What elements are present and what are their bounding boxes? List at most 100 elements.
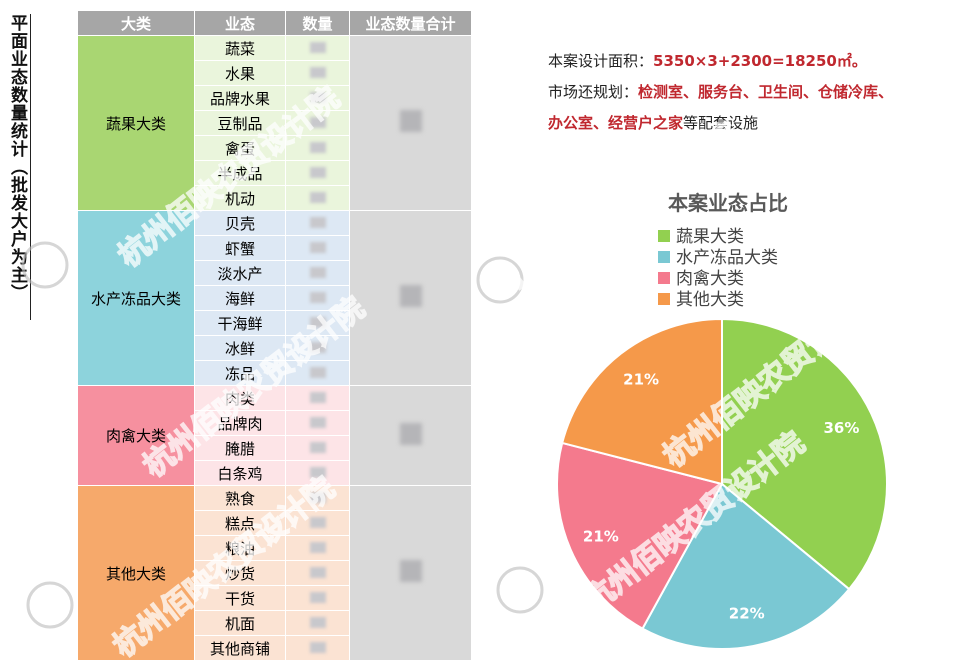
slice-label: 36% [823, 419, 859, 437]
table-row: 半成品 [78, 160, 472, 186]
table-row: 机动 [78, 185, 472, 211]
item-cell: 白条鸡 [194, 460, 286, 486]
table-row: 干海鲜 [78, 310, 472, 336]
table-row: 粮油 [78, 535, 472, 561]
blurred-value [309, 192, 326, 203]
legend-label: 肉禽大类 [676, 269, 744, 289]
blurred-value [309, 392, 326, 403]
item-cell: 禽蛋 [194, 135, 286, 161]
count-cell [285, 560, 350, 586]
table-row: 干货 [78, 585, 472, 611]
blurred-value [309, 142, 326, 153]
item-cell: 半成品 [194, 160, 286, 186]
count-cell [285, 360, 350, 386]
count-cell [285, 435, 350, 461]
note-text: 等配套设施 [683, 114, 759, 132]
blurred-value [309, 417, 326, 428]
item-cell: 干海鲜 [194, 310, 286, 336]
table-row: 炒货 [78, 560, 472, 586]
count-cell [285, 235, 350, 261]
blurred-value [309, 367, 326, 378]
item-cell: 粮油 [194, 535, 286, 561]
table-row: 淡水产 [78, 260, 472, 286]
legend-label: 蔬果大类 [676, 227, 744, 247]
legend-swatch [658, 272, 670, 284]
blurred-value [309, 292, 326, 303]
pie-slice [721, 317, 888, 591]
header-cell: 大类 [77, 10, 195, 36]
table-row: 肉禽大类 肉类 [77, 385, 472, 486]
note-line: 办公室、经营户之家等配套设施 [548, 108, 893, 139]
count-cell [285, 85, 350, 111]
pie-slice [641, 482, 851, 650]
blurred-value [309, 467, 326, 478]
blurred-value [309, 317, 326, 328]
item-cell: 肉类 [194, 385, 286, 411]
blurred-value [309, 342, 326, 353]
legend-label: 水产冻品大类 [676, 248, 778, 268]
blurred-value [399, 560, 422, 582]
table-row: 水产冻品大类 贝壳 [77, 210, 472, 386]
slice-label: 22% [729, 605, 765, 623]
total-cell [349, 210, 472, 386]
count-cell [285, 60, 350, 86]
count-cell [285, 35, 350, 61]
blurred-value [309, 517, 326, 528]
note-text: 本案设计面积： [548, 52, 654, 70]
blurred-value [309, 442, 326, 453]
notes: 本案设计面积：5350×3+2300=18250㎡。 市场还规划：检测室、服务台… [548, 46, 893, 139]
count-cell [285, 160, 350, 186]
blurred-value [309, 42, 326, 53]
blurred-value [309, 542, 326, 553]
count-cell [285, 460, 350, 486]
side-title: 平面业态数量统计（批发大户为主） [4, 14, 31, 320]
item-cell: 豆制品 [194, 110, 286, 136]
total-cell [349, 35, 472, 211]
chart-title: 本案业态占比 [668, 191, 788, 215]
blurred-value [309, 92, 326, 103]
item-cell: 干货 [194, 585, 286, 611]
item-cell: 机面 [194, 610, 286, 636]
blurred-value [309, 117, 326, 128]
count-cell [285, 310, 350, 336]
count-cell [285, 535, 350, 561]
note-line: 市场还规划：检测室、服务台、卫生间、仓储冷库、 [548, 77, 893, 108]
count-cell [285, 210, 350, 236]
legend-swatch [658, 251, 670, 263]
item-cell: 炒货 [194, 560, 286, 586]
count-cell [285, 510, 350, 536]
note-text: 市场还规划： [548, 83, 639, 101]
count-cell [285, 285, 350, 311]
count-cell [285, 260, 350, 286]
table-row: 机面 [78, 610, 472, 636]
category-cell: 其他大类 [77, 485, 195, 661]
count-cell [285, 385, 350, 411]
item-cell: 机动 [194, 185, 286, 211]
item-cell: 其他商铺 [194, 635, 286, 661]
count-cell [285, 110, 350, 136]
table-row: 海鲜 [78, 285, 472, 311]
item-cell: 虾蟹 [194, 235, 286, 261]
table-row: 冰鲜 [78, 335, 472, 361]
item-cell: 腌腊 [194, 435, 286, 461]
total-cell [349, 485, 472, 661]
legend-swatch [658, 230, 670, 242]
legend-swatch [658, 293, 670, 305]
table-row: 品牌水果 [78, 85, 472, 111]
note-line: 本案设计面积：5350×3+2300=18250㎡。 [548, 46, 893, 77]
count-cell [285, 135, 350, 161]
blurred-value [309, 267, 326, 278]
item-cell: 冻品 [194, 360, 286, 386]
table-row: 白条鸡 [78, 460, 472, 486]
header-cell: 业态 [194, 10, 286, 36]
slice-label: 21% [583, 527, 619, 545]
table-row: 腌腊 [78, 435, 472, 461]
total-cell [349, 385, 472, 486]
stats-table: 大类 业态 数量 业态数量合计 蔬果大类 蔬菜 水果 品牌水果 豆制品 禽蛋 半成品 机动 水产… [77, 10, 472, 661]
table-row: 豆制品 [78, 110, 472, 136]
item-cell: 水果 [194, 60, 286, 86]
blurred-value [399, 110, 422, 132]
category-cell: 肉禽大类 [77, 385, 195, 486]
